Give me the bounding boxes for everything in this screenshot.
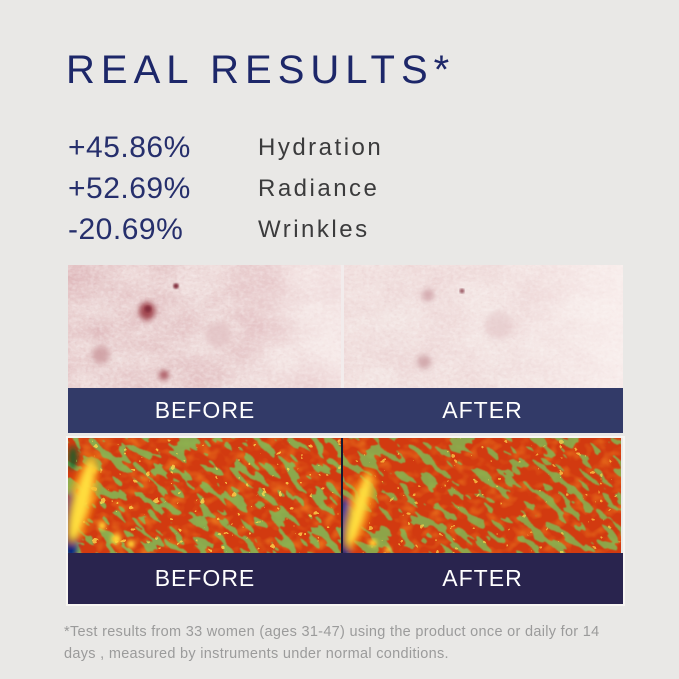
stat-label: Wrinkles <box>258 215 370 243</box>
after-label: AFTER <box>442 397 523 423</box>
before-label: BEFORE <box>154 565 256 591</box>
page-title: REAL RESULTS* <box>66 48 456 92</box>
before-redness-image <box>68 265 341 388</box>
stat-row-hydration: +45.86% Hydration <box>68 127 383 168</box>
thermal-comparison-block: BEFORE AFTER <box>66 436 625 606</box>
redness-banner: BEFORE AFTER <box>68 388 623 433</box>
before-banner: BEFORE <box>68 553 342 604</box>
redness-image-row <box>68 265 623 388</box>
stat-label: Radiance <box>258 174 380 202</box>
stat-row-wrinkles: -20.69% Wrinkles <box>68 209 383 250</box>
after-thermal-image <box>343 438 621 553</box>
after-label: AFTER <box>442 565 523 591</box>
image-divider <box>341 438 343 553</box>
image-divider <box>341 265 344 388</box>
thermal-banner: BEFORE AFTER <box>68 553 623 604</box>
stat-value: +52.69% <box>68 171 191 205</box>
thermal-image-row <box>68 438 623 553</box>
after-redness-image <box>344 265 623 388</box>
stats-list: +45.86% Hydration +52.69% Radiance -20.6… <box>68 127 383 250</box>
stat-value: -20.69% <box>68 212 184 246</box>
disclaimer-line-1: *Test results from 33 women (ages 31-47)… <box>64 624 600 640</box>
before-banner: BEFORE <box>68 388 342 433</box>
stat-label: Hydration <box>258 133 384 161</box>
before-thermal-image <box>68 438 341 553</box>
stat-value: +45.86% <box>68 130 191 164</box>
redness-comparison-block: BEFORE AFTER <box>68 265 623 433</box>
before-label: BEFORE <box>154 397 256 423</box>
stat-row-radiance: +52.69% Radiance <box>68 168 383 209</box>
disclaimer-line-2: days , measured by instruments under nor… <box>64 645 449 662</box>
after-banner: AFTER <box>342 388 623 433</box>
disclaimer-text: *Test results from 33 women (ages 31-47)… <box>64 622 600 665</box>
after-banner: AFTER <box>342 553 623 604</box>
